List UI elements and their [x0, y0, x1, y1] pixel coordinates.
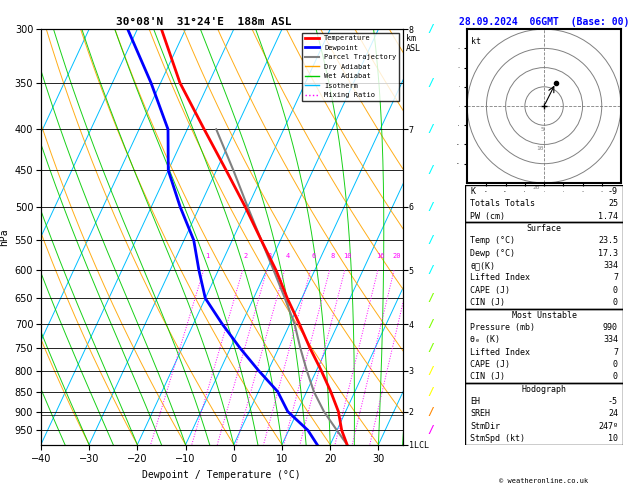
- Text: 3: 3: [268, 253, 272, 259]
- Bar: [465, 383, 623, 445]
- Text: 0: 0: [613, 298, 618, 307]
- Text: 10: 10: [608, 434, 618, 443]
- Bar: [465, 309, 623, 383]
- Text: /: /: [428, 235, 434, 245]
- X-axis label: Dewpoint / Temperature (°C): Dewpoint / Temperature (°C): [142, 470, 301, 480]
- Text: Hodograph: Hodograph: [521, 384, 567, 394]
- Text: /: /: [428, 387, 434, 397]
- Text: 0: 0: [613, 286, 618, 295]
- Text: 7: 7: [613, 347, 618, 357]
- Text: 24: 24: [608, 409, 618, 418]
- Text: Totals Totals: Totals Totals: [470, 199, 535, 208]
- Text: Surface: Surface: [526, 224, 562, 233]
- Text: θₑ (K): θₑ (K): [470, 335, 500, 344]
- Y-axis label: hPa: hPa: [0, 228, 9, 246]
- Text: /: /: [428, 78, 434, 88]
- Text: 990: 990: [603, 323, 618, 332]
- Text: 7: 7: [613, 274, 618, 282]
- Text: 10: 10: [537, 146, 544, 152]
- Text: 10: 10: [343, 253, 352, 259]
- Text: /: /: [428, 365, 434, 376]
- Text: 16: 16: [377, 253, 385, 259]
- Text: /: /: [428, 293, 434, 303]
- Text: Pressure (mb): Pressure (mb): [470, 323, 535, 332]
- Text: /: /: [428, 343, 434, 353]
- Text: CIN (J): CIN (J): [470, 298, 505, 307]
- Text: StmSpd (kt): StmSpd (kt): [470, 434, 525, 443]
- Text: /: /: [428, 24, 434, 34]
- Text: 23.5: 23.5: [598, 236, 618, 245]
- Text: 0: 0: [613, 360, 618, 369]
- Text: km
ASL: km ASL: [406, 34, 421, 53]
- Text: EH: EH: [470, 397, 480, 406]
- Text: 8: 8: [331, 253, 335, 259]
- Text: 1.74: 1.74: [598, 212, 618, 221]
- Text: /: /: [428, 165, 434, 175]
- Text: Most Unstable: Most Unstable: [511, 311, 577, 319]
- Text: 2: 2: [244, 253, 248, 259]
- Text: 17.3: 17.3: [598, 249, 618, 258]
- Text: Lifted Index: Lifted Index: [470, 347, 530, 357]
- Text: 0: 0: [613, 372, 618, 381]
- Text: K: K: [470, 187, 475, 196]
- Text: 25: 25: [608, 199, 618, 208]
- Text: kt: kt: [471, 37, 481, 46]
- Text: 1: 1: [205, 253, 209, 259]
- Text: CAPE (J): CAPE (J): [470, 286, 510, 295]
- Legend: Temperature, Dewpoint, Parcel Trajectory, Dry Adiabat, Wet Adiabat, Isotherm, Mi: Temperature, Dewpoint, Parcel Trajectory…: [302, 33, 399, 101]
- Text: Dewp (°C): Dewp (°C): [470, 249, 515, 258]
- Text: 28.09.2024  06GMT  (Base: 00): 28.09.2024 06GMT (Base: 00): [459, 17, 629, 27]
- Text: © weatheronline.co.uk: © weatheronline.co.uk: [499, 478, 589, 484]
- Text: -9: -9: [608, 187, 618, 196]
- Text: θᴇ(K): θᴇ(K): [470, 261, 495, 270]
- Text: /: /: [428, 202, 434, 212]
- Text: PW (cm): PW (cm): [470, 212, 505, 221]
- Bar: [465, 185, 623, 223]
- Text: /: /: [428, 265, 434, 276]
- Text: /: /: [428, 124, 434, 134]
- Text: 5: 5: [540, 127, 544, 132]
- Text: 30°08'N  31°24'E  188m ASL: 30°08'N 31°24'E 188m ASL: [116, 17, 291, 27]
- Text: 20: 20: [533, 185, 540, 190]
- Text: 6: 6: [311, 253, 316, 259]
- Text: Lifted Index: Lifted Index: [470, 274, 530, 282]
- Bar: [465, 223, 623, 309]
- Text: CAPE (J): CAPE (J): [470, 360, 510, 369]
- Text: 334: 334: [603, 335, 618, 344]
- Text: 20: 20: [392, 253, 401, 259]
- Text: -5: -5: [608, 397, 618, 406]
- Text: 247º: 247º: [598, 422, 618, 431]
- Text: CIN (J): CIN (J): [470, 372, 505, 381]
- Text: 334: 334: [603, 261, 618, 270]
- Text: 4: 4: [286, 253, 290, 259]
- Text: SREH: SREH: [470, 409, 490, 418]
- Text: StmDir: StmDir: [470, 422, 500, 431]
- Text: Temp (°C): Temp (°C): [470, 236, 515, 245]
- Text: /: /: [428, 406, 434, 417]
- Text: /: /: [428, 319, 434, 329]
- Text: /: /: [428, 425, 434, 435]
